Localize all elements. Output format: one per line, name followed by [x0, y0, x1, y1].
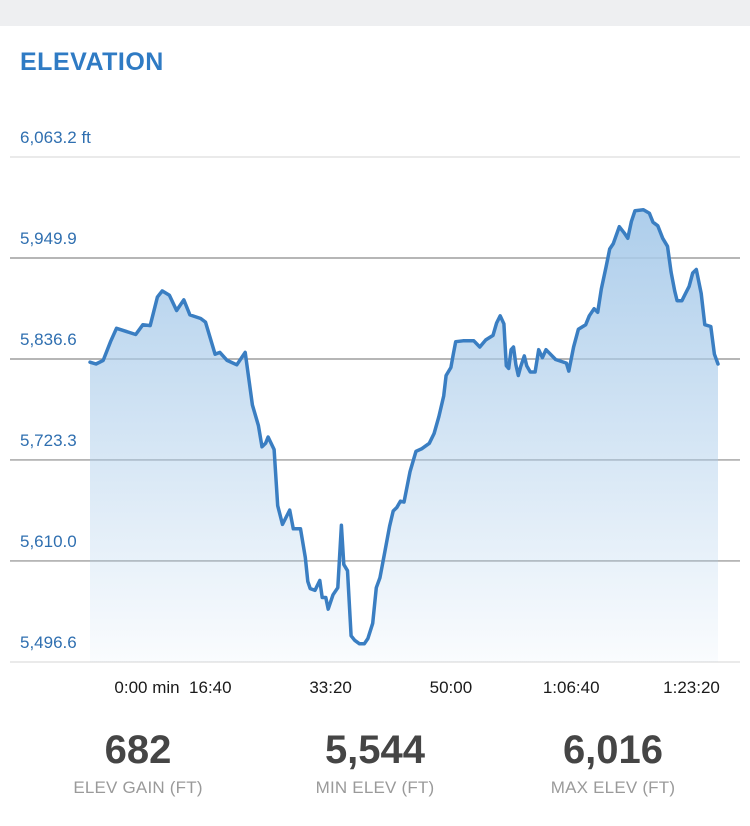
- y-tick-label: 5,610.0: [20, 532, 77, 551]
- y-axis-labels: 6,063.2 ft 5,949.9 5,836.6 5,723.3 5,610.0 5,…: [20, 128, 91, 652]
- x-tick-label: 0:00 min: [114, 678, 179, 697]
- chart-title: ELEVATION: [20, 48, 164, 76]
- max-elev-stat: 6,016 MAX ELEV (FT): [503, 728, 723, 798]
- y-tick-label: 6,063.2 ft: [20, 128, 91, 147]
- stats-row: 682 ELEV GAIN (FT) 5,544 MIN ELEV (FT) 6…: [0, 728, 750, 818]
- y-tick-label: 5,949.9: [20, 229, 77, 248]
- min-elev-stat: 5,544 MIN ELEV (FT): [265, 728, 485, 798]
- elevation-area: [90, 209, 718, 663]
- x-tick-label: 1:06:40: [543, 678, 600, 697]
- min-elev-label: MIN ELEV (FT): [315, 778, 435, 797]
- elev-gain-stat: 682 ELEV GAIN (FT): [28, 728, 248, 798]
- x-tick-label: 16:40: [189, 678, 232, 697]
- max-elev-label: MAX ELEV (FT): [550, 778, 676, 797]
- min-elev-value: 5,544: [324, 728, 426, 772]
- x-axis-labels: 0:00 min 16:40 33:20 50:00 1:06:40 1:23:20: [114, 678, 720, 697]
- max-elev-value: 6,016: [562, 728, 664, 772]
- x-tick-label: 1:23:20: [663, 678, 720, 697]
- x-tick-label: 33:20: [309, 678, 352, 697]
- y-tick-label: 5,723.3: [20, 431, 77, 450]
- elevation-line: [88, 208, 720, 646]
- y-tick-label: 5,836.6: [20, 330, 77, 349]
- elev-gain-label: ELEV GAIN (FT): [73, 778, 203, 797]
- top-bar: [0, 0, 750, 26]
- elev-gain-value: 682: [104, 728, 172, 772]
- x-tick-label: 50:00: [430, 678, 473, 697]
- y-tick-label: 5,496.6: [20, 633, 77, 652]
